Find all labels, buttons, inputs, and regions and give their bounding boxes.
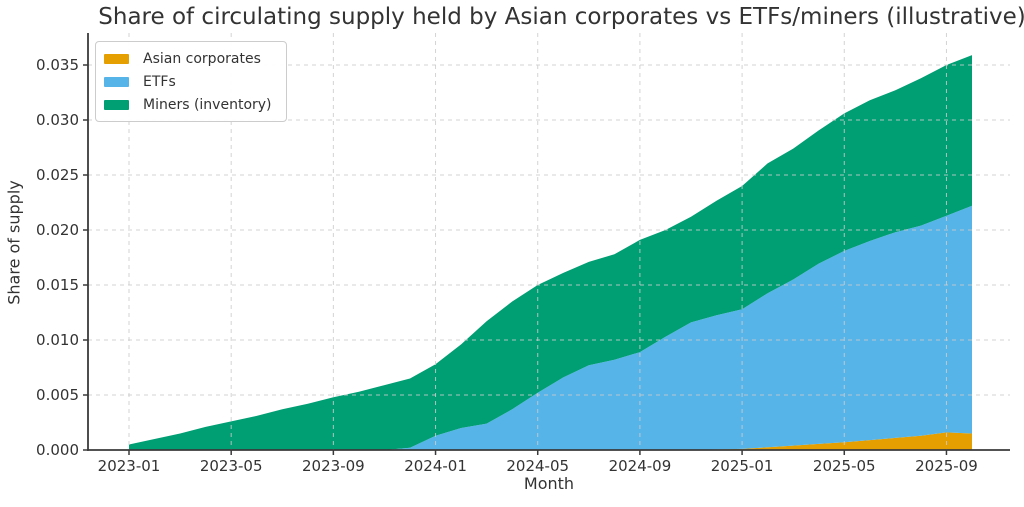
y-tick-label: 0.010 (36, 331, 79, 349)
legend-item-asian-corporates: Asian corporates (104, 49, 272, 68)
x-tick-label: 2023-05 (200, 457, 263, 475)
x-tick-label: 2024-05 (506, 457, 569, 475)
area-etfs (129, 205, 972, 450)
y-tick-label: 0.025 (36, 166, 79, 184)
x-tick-label: 2025-01 (711, 457, 774, 475)
area-miners-inventory (129, 55, 972, 450)
legend-label: Asian corporates (143, 50, 261, 67)
x-tick-label: 2023-01 (98, 457, 161, 475)
legend-swatch-icon (104, 99, 129, 110)
x-tick-label: 2023-09 (302, 457, 365, 475)
legend-swatch-icon (104, 76, 129, 87)
legend-label: ETFs (143, 73, 176, 90)
legend-item-etfs: ETFs (104, 72, 272, 91)
y-tick-label: 0.000 (36, 441, 79, 459)
x-tick-label: 2025-05 (813, 457, 876, 475)
area-asian-corporates (129, 432, 972, 450)
x-tick-label: 2024-09 (609, 457, 672, 475)
y-tick-label: 0.020 (36, 221, 79, 239)
x-tick-label: 2024-01 (404, 457, 467, 475)
x-tick-label: 2025-09 (915, 457, 978, 475)
x-axis-label: Month (523, 474, 575, 493)
legend-swatch-icon (104, 53, 129, 64)
y-tick-label: 0.005 (36, 386, 79, 404)
legend-item-miners-inventory: Miners (inventory) (104, 95, 272, 114)
y-tick-label: 0.035 (36, 56, 79, 74)
chart-title: Share of circulating supply held by Asia… (98, 4, 1024, 30)
y-axis-label: Share of supply (4, 180, 24, 305)
legend-label: Miners (inventory) (143, 96, 272, 113)
legend: Asian corporates ETFs Miners (inventory) (95, 41, 287, 122)
y-tick-label: 0.015 (36, 276, 79, 294)
y-tick-label: 0.030 (36, 111, 79, 129)
